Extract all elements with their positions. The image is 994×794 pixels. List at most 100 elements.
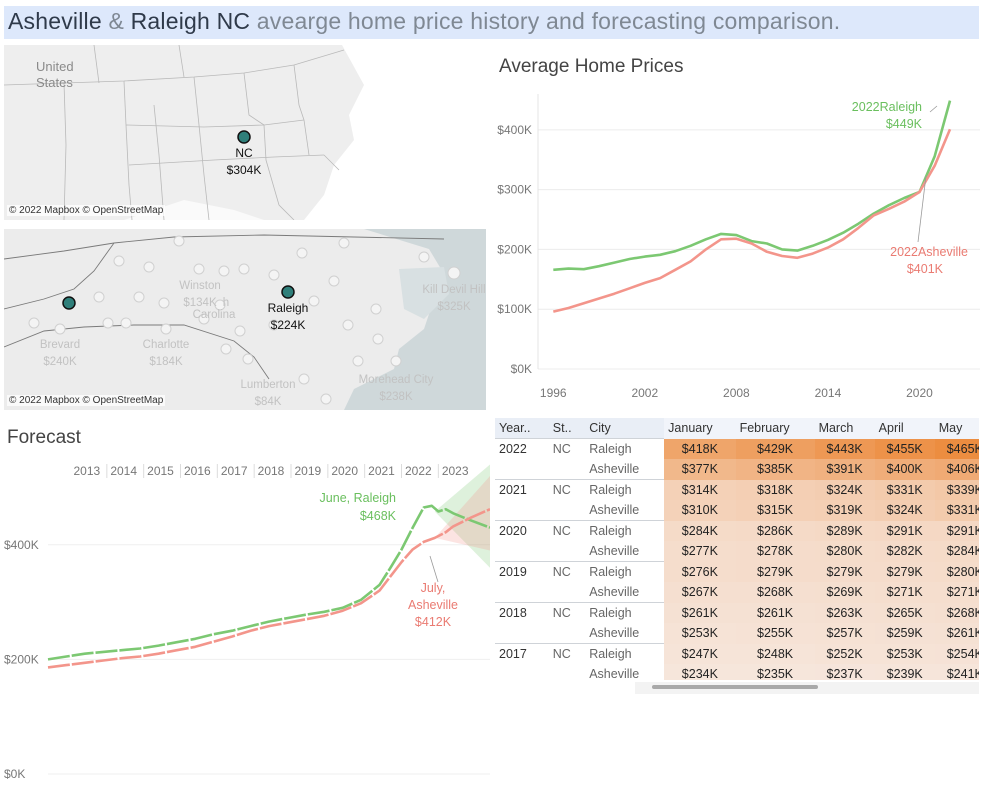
table-cell[interactable]: $280K [934,561,979,582]
avg-raleigh-label: 2022Raleigh [852,100,922,114]
raleigh-map-label: Raleigh [268,301,309,315]
table-cell[interactable]: $284K [664,520,736,541]
row-year [495,582,549,603]
table-cell[interactable]: $318K [735,479,815,500]
table-cell[interactable]: $259K [874,623,935,644]
svg-text:$184K: $184K [149,356,183,368]
price-table[interactable]: Year.. St.. City January February March April M… [495,418,979,680]
table-cell[interactable]: $391K [814,459,875,480]
nc-faded-city-markers [28,235,461,405]
nc-map[interactable]: Winston $134K h Carolina Brevard $240K C… [4,229,486,410]
table-cell[interactable]: $291K [874,520,935,541]
table-column-header[interactable]: January [664,418,736,439]
table-cell[interactable]: $261K [934,623,979,644]
table-cell[interactable]: $314K [664,479,736,500]
forecast-chart[interactable]: 2013 2014 2015 2016 2017 2018 2019 2020 2021 2022… [0,456,490,786]
fc-line-raleigh [47,504,490,661]
table-cell[interactable]: $255K [735,623,815,644]
row-year [495,500,549,521]
table-column-header[interactable]: March [814,418,875,439]
table-cell[interactable]: $429K [735,438,815,459]
avg-raleigh-label-leader [929,105,938,113]
table-cell[interactable]: $400K [874,459,935,480]
table-cell[interactable]: $261K [735,602,815,623]
fc-y-tick-label: $0K [4,767,25,781]
table-scroll-thumb[interactable] [652,685,818,689]
table-cell[interactable]: $465K [934,438,979,459]
svg-text:Winston: Winston [179,280,221,292]
table-cell[interactable]: $268K [735,582,815,603]
table-cell[interactable]: $279K [874,561,935,582]
table-cell[interactable]: $253K [874,643,935,664]
table-cell[interactable]: $247K [664,643,736,664]
table-cell[interactable]: $277K [664,541,736,562]
row-city: Raleigh [585,479,665,500]
us-map-attribution[interactable]: © 2022 Mapbox © OpenStreetMap [7,205,166,216]
table-cell[interactable]: $310K [664,500,736,521]
table-cell[interactable]: $253K [664,623,736,644]
table-cell[interactable]: $278K [735,541,815,562]
row-state: NC [548,561,586,582]
table-cell[interactable]: $239K [874,664,935,680]
table-cell[interactable]: $265K [874,602,935,623]
table-cell[interactable]: $276K [664,561,736,582]
table-cell[interactable]: $331K [874,479,935,500]
avg-prices-chart[interactable]: $0K $100K $200K $300K $400K 1996 2002 2008 2014… [490,84,984,404]
nc-state-marker[interactable] [237,130,251,144]
table-cell[interactable]: $279K [735,561,815,582]
table-cell[interactable]: $315K [735,500,815,521]
table-cell[interactable]: $455K [874,438,935,459]
row-year [495,541,549,562]
table-cell[interactable]: $261K [664,602,736,623]
table-cell[interactable]: $263K [814,602,875,623]
raleigh-marker[interactable] [281,285,295,299]
table-cell[interactable]: $235K [735,664,815,680]
table-cell[interactable]: $241K [934,664,979,680]
table-cell[interactable]: $289K [814,520,875,541]
table-cell[interactable]: $254K [934,643,979,664]
nc-map-attribution[interactable]: © 2022 Mapbox © OpenStreetMap [7,395,166,406]
table-cell[interactable]: $252K [814,643,875,664]
us-country-label-2: States [36,75,73,90]
table-row: Asheville$267K$268K$269K$271K$271K$272K [495,582,979,603]
table-cell[interactable]: $237K [814,664,875,680]
table-cell[interactable]: $324K [874,500,935,521]
table-cell[interactable]: $406K [934,459,979,480]
table-column-header[interactable]: Year.. [495,418,549,439]
table-cell[interactable]: $284K [934,541,979,562]
table-cell[interactable]: $331K [934,500,979,521]
table-cell[interactable]: $385K [735,459,815,480]
table-cell[interactable]: $324K [814,479,875,500]
table-cell[interactable]: $339K [934,479,979,500]
table-cell[interactable]: $443K [814,438,875,459]
table-cell[interactable]: $418K [664,438,736,459]
table-column-header[interactable]: April [874,418,935,439]
table-cell[interactable]: $319K [814,500,875,521]
asheville-marker[interactable] [62,296,76,310]
table-cell[interactable]: $282K [874,541,935,562]
table-row: Asheville$377K$385K$391K$400K$406K$410K [495,459,979,480]
table-cell[interactable]: $271K [934,582,979,603]
table-cell[interactable]: $234K [664,664,736,680]
table-cell[interactable]: $269K [814,582,875,603]
svg-text:Lumberton: Lumberton [241,379,296,391]
table-column-header[interactable]: St.. [548,418,586,439]
table-cell[interactable]: $377K [664,459,736,480]
avg-y-tick-label: $100K [497,302,532,316]
row-city: Raleigh [585,561,665,582]
table-cell[interactable]: $279K [814,561,875,582]
table-cell[interactable]: $268K [934,602,979,623]
table-cell[interactable]: $271K [874,582,935,603]
table-column-header[interactable]: May [934,418,979,439]
table-cell[interactable]: $286K [735,520,815,541]
table-cell[interactable]: $257K [814,623,875,644]
table-cell[interactable]: $248K [735,643,815,664]
table-cell[interactable]: $267K [664,582,736,603]
table-column-header[interactable]: City [585,418,665,439]
us-map[interactable]: United States NC $304K © 2022 Mapbox © O… [4,45,486,220]
table-cell[interactable]: $280K [814,541,875,562]
table-column-header[interactable]: February [735,418,815,439]
table-cell[interactable]: $291K [934,520,979,541]
fc-raleigh-value: $468K [360,509,397,523]
table-row: 2021NCRaleigh$314K$318K$324K$331K$339K$3… [495,479,979,500]
